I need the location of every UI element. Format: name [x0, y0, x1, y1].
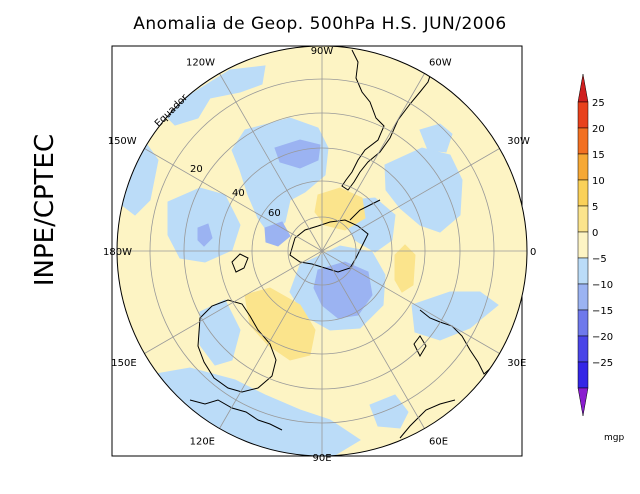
antarctic-peninsula: [349, 199, 381, 221]
antarctica-coast: [289, 219, 369, 273]
longitude-label: 60E: [429, 436, 448, 447]
longitude-label: 30E: [507, 358, 526, 369]
meridian-line: [144, 148, 323, 252]
australia-coast: [197, 299, 277, 393]
colorbar-tick-label: 15: [592, 150, 605, 161]
colorbar-segment: [577, 205, 589, 233]
colorbar-tick-label: −20: [592, 332, 613, 343]
colorbar-tick-label: −5: [592, 254, 607, 265]
colorbar-top-cap: [577, 73, 589, 103]
longitude-label: 0: [530, 247, 536, 258]
colorbar-tick-label: 10: [592, 176, 605, 187]
negative-anomaly-west: [167, 187, 241, 263]
meridian-lines: [117, 46, 527, 456]
strong-negative-inner: [264, 221, 291, 247]
colorbar-tick-label: 5: [592, 202, 598, 213]
colorbar: 25 20 15 10 5 0 −5 −10 −15 −20 −25 mgp: [577, 73, 624, 443]
meridian-line: [219, 73, 323, 252]
negative-anomaly-east: [411, 291, 499, 341]
colorbar-unit: mgp: [604, 433, 624, 443]
strong-negative-upper: [274, 139, 321, 169]
colorbar-segment: [577, 309, 589, 337]
colorbar-segment: [577, 257, 589, 285]
colorbar-tick-label: 25: [592, 98, 605, 109]
colorbar-segment: [577, 101, 589, 129]
lat-label-40: 40: [232, 188, 245, 199]
colorbar-bottom-cap: [577, 387, 589, 417]
colorbar-tick-label: −25: [592, 358, 613, 369]
meridian-line: [321, 148, 500, 252]
strong-negative-west: [197, 223, 213, 247]
meridian-line: [144, 250, 323, 354]
negative-anomaly-southeast: [369, 394, 409, 429]
map-boundary: [116, 45, 528, 457]
longitude-label: 90W: [311, 46, 334, 57]
meridian-line: [219, 250, 323, 429]
longitude-label: 60W: [429, 58, 452, 69]
longitude-label: 150E: [111, 358, 136, 369]
colorbar-segment: [577, 179, 589, 207]
longitude-label: 30W: [507, 136, 530, 147]
lat-label-60: 60: [268, 208, 281, 219]
meridian-line: [321, 73, 425, 252]
positive-anomaly-east: [394, 244, 416, 293]
longitude-label: 120W: [186, 58, 215, 69]
madagascar-coast: [413, 335, 427, 358]
longitude-label: 90E: [312, 453, 331, 464]
meridian-line: [321, 250, 425, 429]
colorbar-segment: [577, 361, 589, 389]
colorbar-segment: [577, 283, 589, 311]
colorbar-tick-label: −10: [592, 280, 613, 291]
colorbar-segment: [577, 127, 589, 155]
colorbar-segment: [577, 231, 589, 259]
negative-anomaly-northeast-small: [419, 123, 453, 153]
south-america-coast: [341, 49, 439, 191]
indian-subcontinent: [399, 399, 456, 439]
colorbar-tick-label: 20: [592, 124, 605, 135]
meridian-line: [321, 250, 500, 354]
negative-anomaly-northeast: [384, 147, 463, 233]
coastlines: [189, 49, 521, 439]
colorbar-segment: [577, 153, 589, 181]
indonesia-islands: [189, 399, 283, 431]
longitude-label: 180W: [103, 247, 132, 258]
longitude-label: 150W: [108, 136, 137, 147]
negative-anomaly-southwest: [199, 299, 241, 366]
map-title: Anomalia de Geop. 500hPa H.S. JUN/2006: [133, 14, 507, 34]
longitude-label: 120E: [190, 436, 215, 447]
new-zealand-coast: [231, 253, 249, 273]
colorbar-tick-label: 0: [592, 228, 598, 239]
colorbar-tick-label: −15: [592, 306, 613, 317]
colorbar-segment: [577, 335, 589, 363]
longitude-labels: 0 30E 60E 90E 120E 150E 180W 150W 120W 90W 60W 30W: [103, 46, 536, 464]
lat-label-20: 20: [190, 164, 203, 175]
